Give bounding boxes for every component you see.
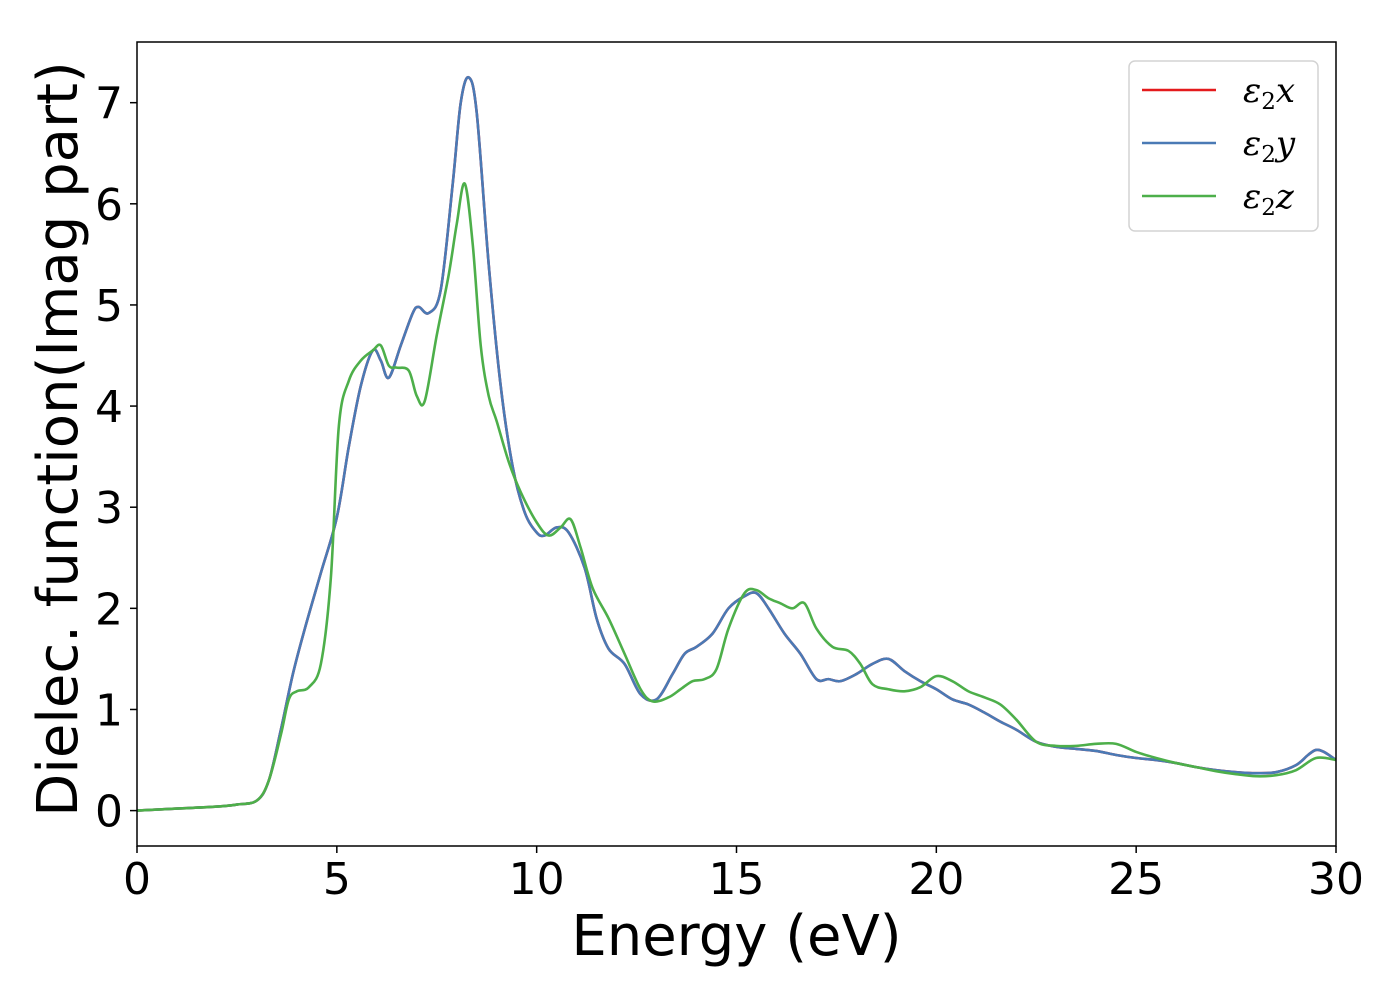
x-tick-label: 25 [1108, 854, 1164, 905]
y-tick-label: 3 [95, 483, 123, 534]
legend-box [1128, 60, 1319, 232]
ticks-layer: 0 5 10 15 20 25 30 0 1 2 3 4 5 6 7 [95, 79, 1364, 905]
y-tick-label: 4 [95, 382, 123, 433]
x-tick-label: 0 [123, 854, 151, 905]
x-tick-label: 30 [1308, 854, 1364, 905]
legend: ε2x ε2y ε2z [1128, 60, 1319, 232]
x-axis-title: Energy (eV) [571, 904, 901, 969]
legend-label-x: ε2x [1243, 71, 1295, 115]
series-line-z [137, 182, 1336, 812]
series-layer [137, 75, 1336, 812]
y-tick-label: 0 [95, 787, 123, 838]
y-axis-title: Dielec. function(Imag part) [26, 61, 91, 817]
x-tick-label: 5 [323, 854, 351, 905]
y-tick-label: 2 [95, 584, 123, 635]
x-tick-label: 20 [908, 854, 964, 905]
y-tick-label: 5 [95, 281, 123, 332]
x-tick-label: 15 [709, 854, 765, 905]
y-tick-label: 6 [95, 180, 123, 231]
y-tick-label: 1 [95, 685, 123, 736]
legend-label-y: ε2y [1243, 124, 1296, 168]
series-line-y [137, 75, 1336, 812]
x-tick-label: 10 [509, 854, 565, 905]
legend-label-z: ε2z [1243, 177, 1295, 221]
y-tick-label: 7 [95, 79, 123, 130]
